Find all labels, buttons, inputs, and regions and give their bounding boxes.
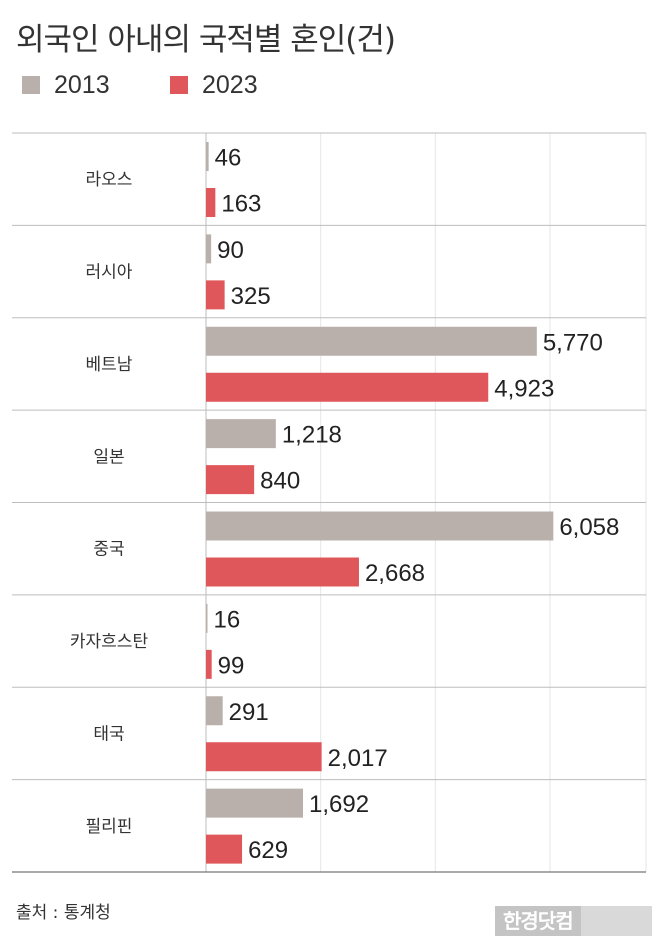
bar-2023 bbox=[206, 557, 359, 587]
data-label-2013: 16 bbox=[214, 606, 241, 633]
data-label-2023: 163 bbox=[221, 191, 261, 218]
data-label-2023: 2,017 bbox=[328, 745, 388, 772]
bar-2023 bbox=[206, 372, 489, 402]
data-label-2023: 325 bbox=[231, 283, 271, 310]
legend-label-2023: 2023 bbox=[202, 70, 258, 99]
category-label: 중국 bbox=[93, 540, 124, 560]
bar-2013 bbox=[206, 511, 554, 541]
category-label: 필리핀 bbox=[86, 817, 133, 837]
data-label-2013: 1,218 bbox=[282, 422, 342, 449]
logo: 한경닷컴 bbox=[495, 906, 652, 936]
category-label: 라오스 bbox=[86, 170, 133, 190]
legend-swatch-2013 bbox=[22, 76, 40, 94]
bar-2023 bbox=[206, 188, 216, 217]
legend-label-2013: 2013 bbox=[54, 70, 110, 99]
data-label-2013: 6,058 bbox=[559, 514, 619, 541]
data-label-2023: 629 bbox=[248, 837, 288, 864]
data-label-2013: 1,692 bbox=[309, 791, 369, 818]
bar-2023 bbox=[206, 280, 225, 310]
legend-item-2013: 2013 bbox=[22, 70, 110, 100]
legend-item-2023: 2023 bbox=[170, 70, 258, 100]
data-label-2013: 291 bbox=[229, 699, 269, 726]
bar-2013 bbox=[206, 234, 212, 264]
data-label-2013: 90 bbox=[217, 237, 244, 264]
source-note: 출처 : 통계청 bbox=[16, 903, 111, 923]
data-label-2023: 2,668 bbox=[365, 560, 425, 587]
category-label: 태국 bbox=[93, 724, 124, 744]
bar-2023 bbox=[206, 742, 322, 772]
data-label-2023: 4,923 bbox=[494, 375, 554, 402]
category-label: 베트남 bbox=[86, 355, 133, 375]
data-label-2023: 99 bbox=[218, 652, 245, 679]
logo-text: 한경닷컴 bbox=[495, 906, 581, 936]
data-label-2023: 840 bbox=[260, 468, 300, 495]
chart-title: 외국인 아내의 국적별 혼인(건) bbox=[16, 22, 396, 58]
data-label-2013: 46 bbox=[215, 145, 242, 172]
category-label: 카자흐스탄 bbox=[70, 632, 149, 652]
bar-2013 bbox=[206, 696, 223, 726]
category-label: 러시아 bbox=[86, 263, 133, 283]
bar-2013 bbox=[206, 603, 208, 633]
bar-2013 bbox=[206, 788, 304, 818]
bar-2023 bbox=[206, 649, 212, 679]
bar-2013 bbox=[206, 326, 537, 356]
bar-2023 bbox=[206, 834, 243, 864]
legend-swatch-2023 bbox=[170, 76, 188, 94]
bar-2023 bbox=[206, 465, 255, 495]
data-label-2013: 5,770 bbox=[543, 329, 603, 356]
bar-2013 bbox=[206, 142, 209, 171]
bar-2013 bbox=[206, 419, 276, 449]
category-label: 일본 bbox=[93, 447, 124, 467]
